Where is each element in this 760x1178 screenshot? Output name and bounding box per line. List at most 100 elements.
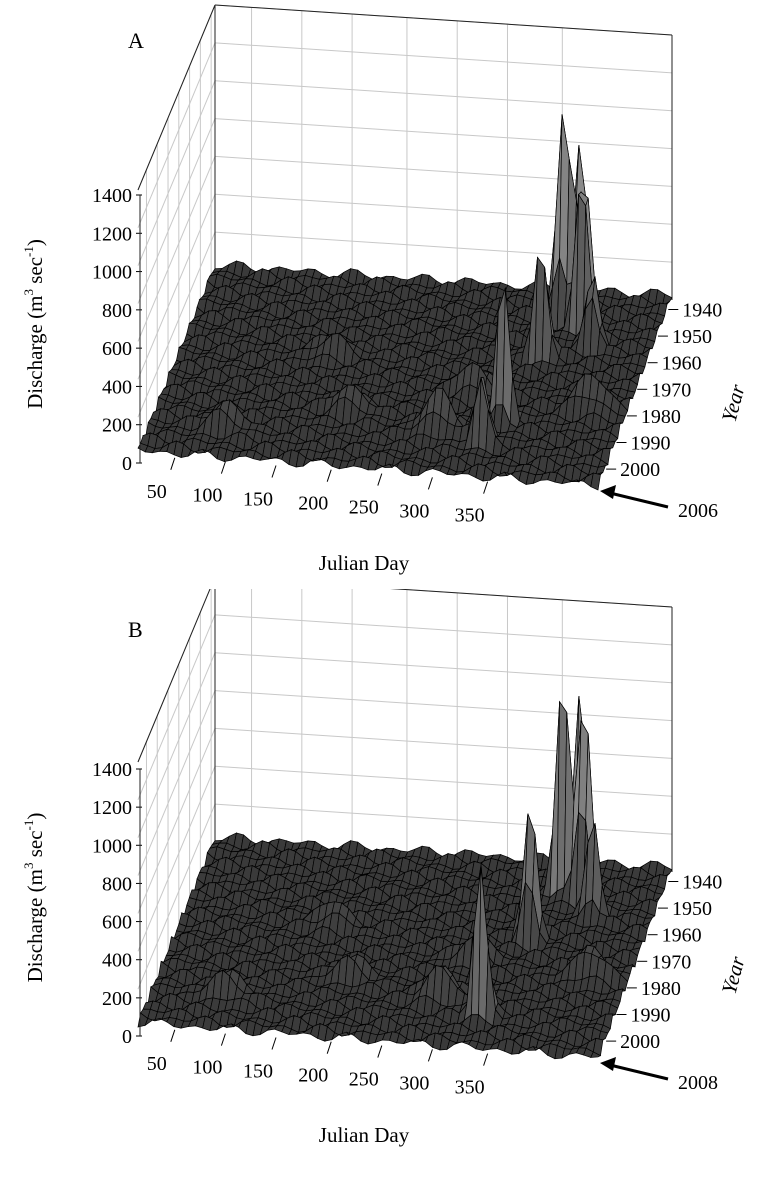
day-tick-label: 150 xyxy=(243,1061,273,1083)
side-wall-gridline xyxy=(137,156,216,342)
side-wall-gridline xyxy=(137,118,216,304)
day-tick-label: 200 xyxy=(298,1065,328,1087)
discharge-axis-title: Discharge (m3 sec-1) xyxy=(21,239,47,409)
day-tick xyxy=(427,1049,433,1062)
back-wall-gridline xyxy=(214,690,673,722)
latest-year-callout: 2008 xyxy=(600,1057,718,1094)
day-tick xyxy=(483,481,489,494)
side-wall-gridline xyxy=(137,803,216,990)
callout-year-label: 2008 xyxy=(678,1072,718,1094)
year-tick-label: 1960 xyxy=(662,353,702,375)
side-wall-gridline xyxy=(137,231,216,418)
surface-facet xyxy=(590,1051,602,1058)
discharge-tick-label: 200 xyxy=(102,988,132,1010)
side-wall-gridline xyxy=(137,614,216,801)
side-wall-gridline xyxy=(137,766,216,952)
day-tick xyxy=(326,1041,332,1054)
back-wall-gridline xyxy=(214,614,673,646)
discharge-tick-label: 600 xyxy=(102,912,132,934)
day-axis: 50 100 150 200 250 300 350 xyxy=(147,457,489,527)
side-wall-gridline xyxy=(137,589,211,763)
callout-arrow xyxy=(609,491,669,509)
surface-chart-a: A 0 200 400 600 800 1000 1200 1400 Discharge (m3 … xyxy=(21,4,750,575)
day-tick-label: 250 xyxy=(349,1069,379,1091)
year-axis-title: Year xyxy=(717,953,750,996)
discharge-tick-label: 1400 xyxy=(92,759,132,781)
day-axis-title: Julian Day xyxy=(319,551,410,575)
day-tick-label: 50 xyxy=(147,1053,167,1075)
axis-frame xyxy=(137,4,673,300)
surface xyxy=(137,114,673,491)
surface-facet xyxy=(590,472,601,491)
side-wall-gridline xyxy=(137,42,216,229)
side-wall-gridline xyxy=(137,690,216,876)
frame-edge xyxy=(214,4,673,36)
back-wall-gridline xyxy=(214,765,673,797)
day-tick-label: 150 xyxy=(243,489,273,511)
year-tick-label: 1960 xyxy=(662,925,702,947)
surface-chart-b: B 0 200 400 600 800 1000 1200 1400 Discharge (m3 … xyxy=(21,589,750,1147)
discharge-tick-label: 800 xyxy=(102,873,132,895)
callout-arrow xyxy=(609,1063,669,1081)
year-tick-label: 1970 xyxy=(651,951,691,973)
day-tick xyxy=(377,1045,383,1058)
discharge-tick-label: 1200 xyxy=(92,797,132,819)
day-tick-label: 50 xyxy=(147,481,167,503)
discharge-tick-label: 400 xyxy=(102,376,132,398)
day-tick-label: 250 xyxy=(349,497,379,519)
day-tick xyxy=(271,1037,277,1050)
year-tick-label: 1950 xyxy=(672,898,712,920)
day-tick xyxy=(483,1053,489,1066)
day-axis: 50 100 150 200 250 300 350 xyxy=(147,1029,489,1099)
back-wall-gridline xyxy=(214,80,673,112)
back-wall-gridline xyxy=(214,155,673,187)
discharge-tick-label: 1000 xyxy=(92,262,132,284)
side-wall-gridline xyxy=(137,194,216,380)
back-wall-gridline xyxy=(214,118,673,150)
year-tick-label: 1940 xyxy=(682,300,722,322)
panel-label: B xyxy=(128,617,143,642)
day-tick xyxy=(220,1033,226,1046)
discharge-tick-label: 1400 xyxy=(92,185,132,207)
discharge-tick-label: 0 xyxy=(122,1026,132,1048)
day-tick-label: 300 xyxy=(399,500,429,522)
day-tick xyxy=(377,473,383,486)
year-axis: 1940 1950 1960 1970 1980 1990 2000 xyxy=(606,300,722,481)
year-tick-label: 1990 xyxy=(631,433,671,455)
day-tick-label: 200 xyxy=(298,493,328,515)
back-wall-gridline xyxy=(214,42,673,74)
discharge-axis: 0 200 400 600 800 1000 1200 1400 xyxy=(92,185,142,475)
discharge-tick-label: 1000 xyxy=(92,835,132,857)
day-tick xyxy=(220,461,226,474)
day-tick xyxy=(326,469,332,482)
year-tick-label: 1970 xyxy=(651,379,691,401)
frame-edge xyxy=(390,589,673,608)
callout-year-label: 2006 xyxy=(678,500,718,522)
year-tick-label: 1980 xyxy=(641,978,681,1000)
back-wall-gridline xyxy=(214,727,673,759)
side-wall-gridline xyxy=(137,80,216,266)
year-tick-label: 1940 xyxy=(682,872,722,894)
year-axis-title: Year xyxy=(717,381,750,424)
frame-edge xyxy=(137,589,211,763)
callout-arrowhead xyxy=(600,1057,616,1071)
day-axis-title: Julian Day xyxy=(319,1123,410,1147)
day-tick-label: 100 xyxy=(192,485,222,507)
year-axis: 1940 1950 1960 1970 1980 1990 2000 xyxy=(606,872,722,1053)
day-tick xyxy=(170,1029,176,1042)
axis-frame xyxy=(137,589,673,872)
year-tick-label: 1990 xyxy=(631,1005,671,1027)
day-tick xyxy=(271,465,277,478)
back-wall-gridline xyxy=(214,803,673,835)
discharge-tick-label: 1200 xyxy=(92,223,132,245)
discharge-tick-label: 600 xyxy=(102,338,132,360)
day-tick xyxy=(170,457,176,470)
discharge-axis-title: Discharge (m3 sec-1) xyxy=(21,813,47,983)
year-tick-label: 2000 xyxy=(620,1031,660,1053)
year-tick-label: 2000 xyxy=(620,459,660,481)
day-tick-label: 100 xyxy=(192,1057,222,1079)
back-wall-gridline xyxy=(214,652,673,684)
discharge-tick-label: 200 xyxy=(102,415,132,437)
day-tick-label: 300 xyxy=(399,1072,429,1094)
